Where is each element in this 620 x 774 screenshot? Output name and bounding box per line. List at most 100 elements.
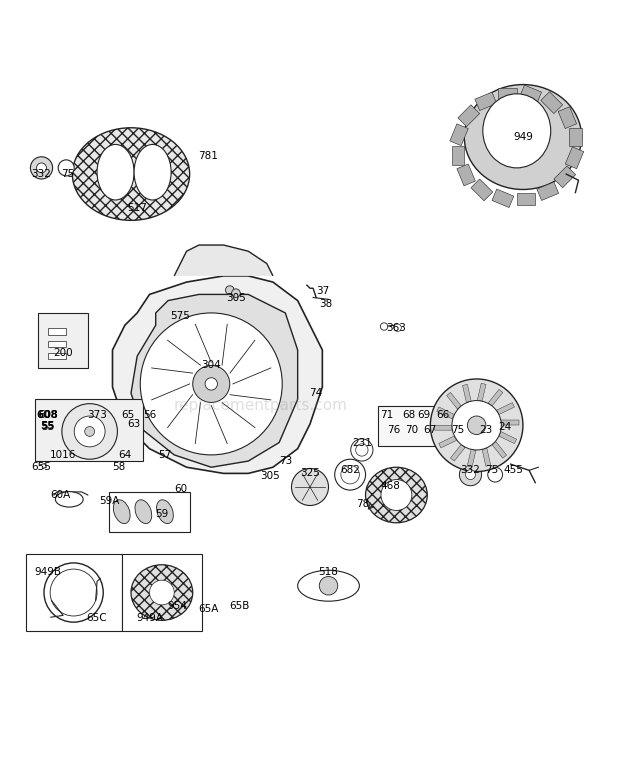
Bar	[520, 85, 542, 104]
Text: 59: 59	[155, 509, 169, 519]
Text: 949A: 949A	[136, 614, 163, 624]
Circle shape	[459, 464, 482, 486]
Text: 74: 74	[309, 389, 323, 398]
Text: 305: 305	[226, 293, 246, 303]
Bar	[482, 448, 490, 466]
Bar	[48, 341, 66, 347]
Bar	[558, 107, 577, 128]
Text: 55: 55	[41, 422, 55, 432]
Bar	[446, 392, 461, 409]
Text: 949: 949	[513, 132, 533, 142]
Ellipse shape	[135, 500, 152, 523]
Text: 655: 655	[32, 462, 51, 472]
PathPatch shape	[131, 294, 298, 467]
Text: 65A: 65A	[198, 604, 218, 615]
Bar	[569, 128, 582, 146]
Ellipse shape	[157, 500, 174, 523]
Text: 69: 69	[417, 409, 431, 420]
Bar	[463, 385, 471, 402]
Text: 24: 24	[498, 422, 511, 432]
Circle shape	[58, 160, 74, 176]
Bar	[458, 104, 480, 127]
Text: 75: 75	[61, 169, 74, 179]
Text: 66: 66	[436, 409, 449, 420]
Bar	[436, 407, 454, 419]
Text: 65: 65	[122, 409, 135, 420]
Text: replacementparts.com: replacementparts.com	[174, 398, 348, 413]
Text: 58: 58	[112, 462, 125, 472]
Bar	[450, 124, 468, 146]
Text: 56: 56	[143, 409, 156, 420]
Bar	[541, 92, 562, 114]
Circle shape	[381, 480, 412, 510]
Bar	[457, 164, 476, 186]
Circle shape	[319, 577, 338, 595]
Bar	[492, 189, 514, 207]
Circle shape	[291, 468, 329, 505]
Text: 57: 57	[158, 450, 172, 460]
Bar	[35, 399, 143, 461]
Text: 575: 575	[170, 311, 190, 321]
Text: 325: 325	[300, 468, 320, 478]
Ellipse shape	[366, 467, 427, 522]
Bar	[378, 406, 483, 446]
Text: 55: 55	[40, 421, 55, 431]
Circle shape	[430, 379, 523, 471]
Text: 64: 64	[118, 450, 131, 460]
Text: 23: 23	[479, 425, 492, 435]
Text: 517: 517	[127, 203, 147, 213]
Text: 363: 363	[386, 324, 406, 334]
Circle shape	[205, 378, 218, 390]
Text: 332: 332	[32, 169, 51, 179]
Text: 305: 305	[260, 471, 280, 481]
Circle shape	[30, 157, 53, 179]
Bar	[122, 553, 202, 631]
Bar	[554, 166, 576, 188]
Bar	[48, 328, 66, 334]
Circle shape	[140, 313, 282, 455]
Bar	[38, 313, 88, 368]
Text: 75: 75	[451, 425, 465, 435]
Ellipse shape	[131, 565, 193, 620]
Ellipse shape	[97, 145, 134, 200]
Circle shape	[341, 465, 360, 484]
Bar	[467, 450, 476, 467]
Text: 608: 608	[37, 409, 58, 420]
Ellipse shape	[73, 128, 190, 221]
Text: 1016: 1016	[50, 450, 76, 460]
Circle shape	[74, 416, 105, 447]
Bar	[109, 492, 190, 532]
Text: 76: 76	[387, 425, 400, 435]
Circle shape	[466, 470, 476, 480]
Circle shape	[356, 444, 368, 456]
Text: 781: 781	[198, 150, 218, 160]
Text: 332: 332	[461, 465, 480, 475]
Bar	[452, 146, 464, 165]
Text: 78: 78	[356, 499, 369, 509]
Circle shape	[232, 289, 241, 297]
Text: 38: 38	[319, 299, 332, 309]
Bar	[450, 444, 465, 461]
Ellipse shape	[55, 491, 83, 507]
Bar	[435, 425, 452, 430]
Text: 60: 60	[174, 484, 187, 494]
Text: 70: 70	[405, 425, 419, 435]
Text: 37: 37	[316, 286, 329, 296]
PathPatch shape	[174, 245, 273, 276]
Circle shape	[193, 365, 230, 402]
Text: 304: 304	[202, 361, 221, 371]
Circle shape	[50, 569, 97, 616]
Circle shape	[488, 467, 503, 482]
Text: 200: 200	[53, 348, 73, 358]
Bar	[26, 553, 122, 631]
Ellipse shape	[483, 94, 551, 168]
Ellipse shape	[113, 500, 130, 523]
Bar	[537, 182, 559, 200]
Text: 373: 373	[87, 409, 107, 420]
Ellipse shape	[464, 84, 582, 190]
PathPatch shape	[112, 276, 322, 474]
Bar	[492, 441, 507, 458]
Text: 954: 954	[167, 601, 187, 611]
Text: 455: 455	[503, 465, 524, 475]
Text: 682: 682	[340, 465, 360, 475]
